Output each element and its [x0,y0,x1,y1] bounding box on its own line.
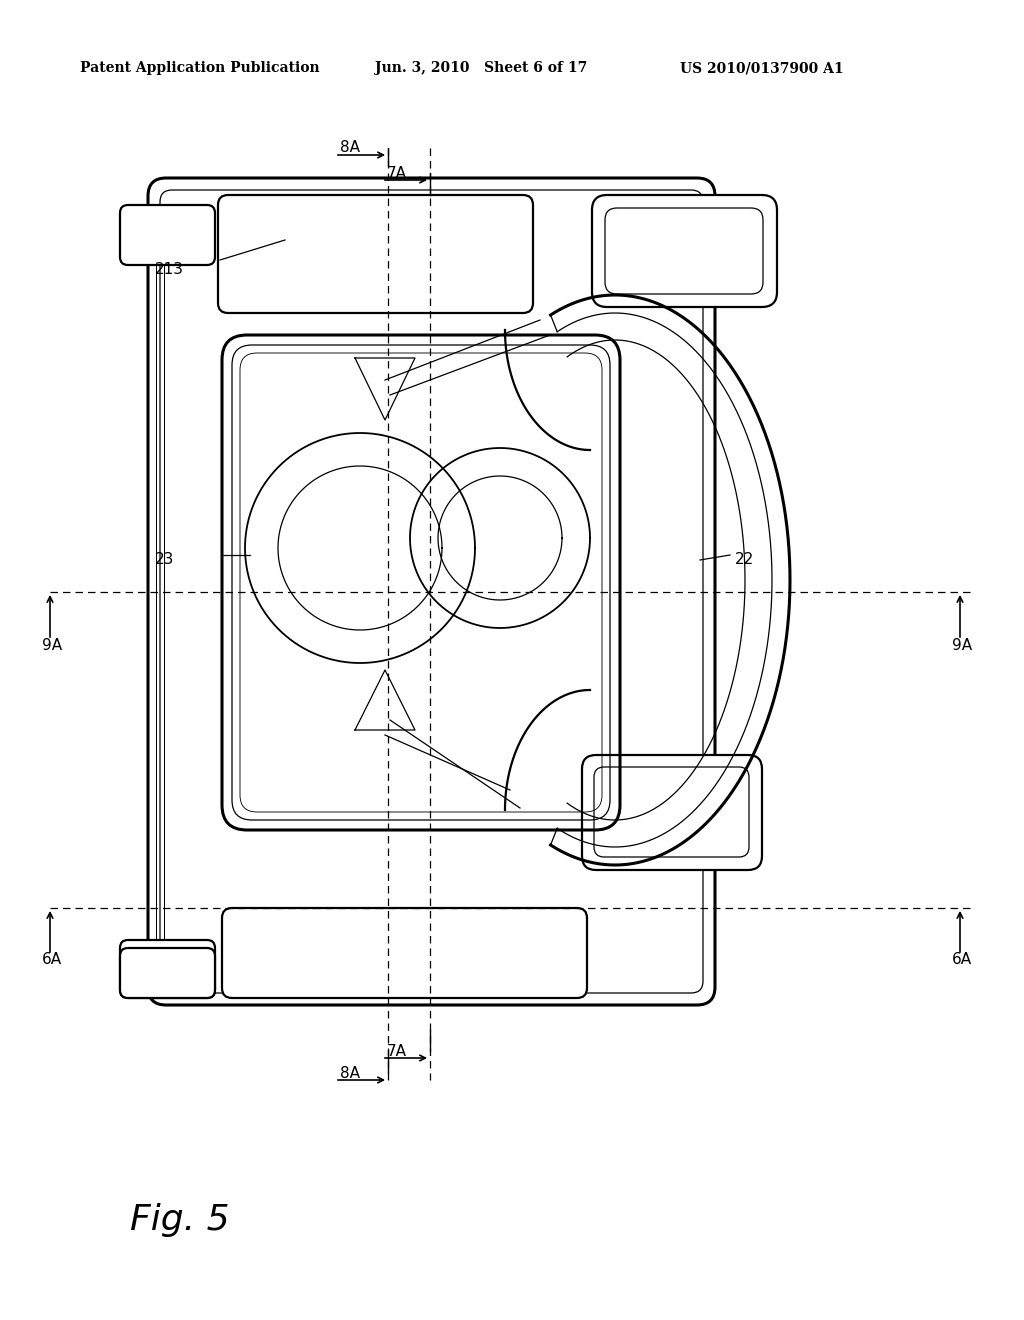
Text: Fig. 5: Fig. 5 [130,1203,229,1237]
Text: 9A: 9A [952,638,972,652]
Text: 22: 22 [735,553,755,568]
FancyBboxPatch shape [582,755,762,870]
FancyBboxPatch shape [148,178,715,1005]
Text: 9A: 9A [42,638,62,652]
Text: 213: 213 [155,263,184,277]
FancyBboxPatch shape [120,940,215,998]
Text: 23: 23 [155,553,174,568]
FancyBboxPatch shape [218,195,534,313]
Text: 7A: 7A [387,165,407,181]
Text: 8A: 8A [340,1065,360,1081]
FancyBboxPatch shape [120,205,215,265]
FancyBboxPatch shape [592,195,777,308]
Text: Jun. 3, 2010   Sheet 6 of 17: Jun. 3, 2010 Sheet 6 of 17 [375,61,587,75]
Text: 7A: 7A [387,1044,407,1059]
Text: Patent Application Publication: Patent Application Publication [80,61,319,75]
Text: 6A: 6A [42,953,62,968]
FancyBboxPatch shape [120,948,215,998]
FancyBboxPatch shape [222,908,587,998]
Text: 8A: 8A [340,140,360,156]
Text: US 2010/0137900 A1: US 2010/0137900 A1 [680,61,844,75]
Text: 6A: 6A [952,953,972,968]
